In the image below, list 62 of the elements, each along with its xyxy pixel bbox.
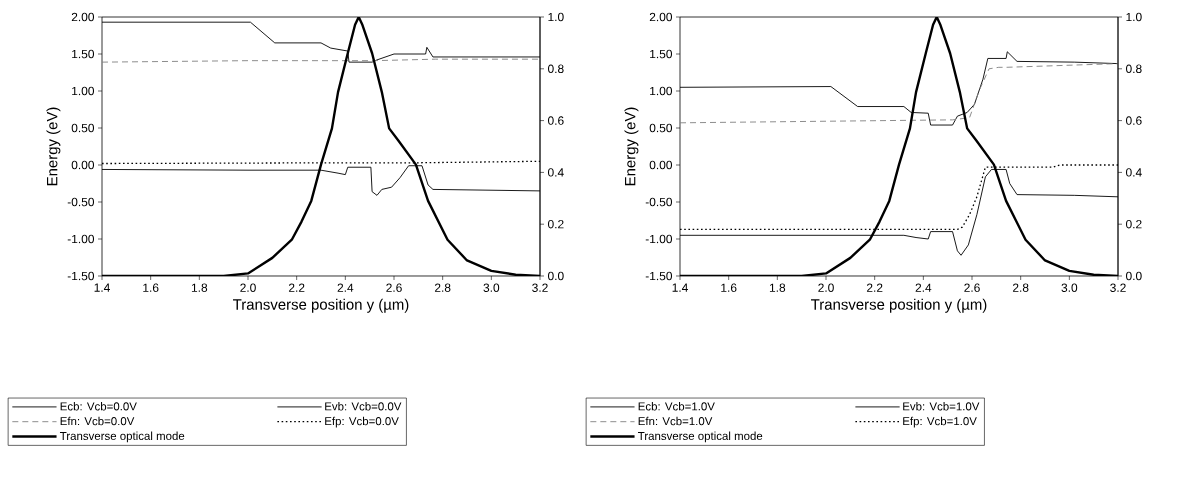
- x-tick-label: 2.8: [434, 283, 451, 292]
- legend-label: Transverse optical mode: [637, 431, 763, 443]
- x-tick-label: 1.8: [769, 283, 786, 292]
- y-tick-label: 1.50: [72, 49, 95, 59]
- y2-tick-label: 1.0: [548, 12, 564, 22]
- legend-label: Evb: Vcb=0.0V: [325, 402, 402, 411]
- y-tick-label: 2.00: [71, 12, 95, 22]
- legend-label: Evb: Vcb=1.0V: [903, 402, 980, 411]
- y-tick-label: 0.00: [649, 160, 673, 170]
- x-tick-label: 2.2: [288, 283, 305, 292]
- y-tick-label: -1.00: [645, 234, 673, 244]
- y2-tick-label: 0.8: [547, 64, 564, 74]
- y2-tick-label: 0.6: [547, 116, 564, 125]
- x-tick-label: 2.2: [866, 283, 883, 292]
- x-tick-label: 2.0: [240, 283, 256, 292]
- y-axis-title: Energy (eV): [46, 107, 61, 186]
- x-tick-label: 2.8: [1012, 283, 1029, 292]
- y-tick-label: 0.50: [649, 123, 673, 133]
- y-tick-label: 0.50: [71, 123, 95, 133]
- x-tick-label: 2.0: [818, 283, 834, 292]
- x-tick-label: 1.6: [143, 283, 159, 292]
- y-tick-label: -0.50: [645, 197, 673, 207]
- legend-label: Efn: Vcb=1.0V: [638, 416, 713, 426]
- x-axis-title: Transverse position y (µm): [811, 298, 987, 313]
- x-tick-label: 1.6: [721, 283, 737, 292]
- y-tick-label: 1.00: [72, 86, 95, 96]
- legend-label: Efp: Vcb=1.0V: [903, 416, 977, 428]
- y-tick-label: 1.50: [650, 49, 673, 59]
- y2-tick-label: 0.4: [547, 168, 564, 177]
- y-tick-label: 1.00: [650, 86, 673, 96]
- x-tick-label: 1.8: [191, 283, 208, 292]
- x-tick-label: 2.4: [337, 283, 354, 292]
- y-tick-label: 0.00: [71, 160, 95, 170]
- x-tick-label: 3.0: [483, 283, 500, 292]
- y2-tick-label: 0.0: [547, 271, 564, 281]
- y2-tick-label: 0.2: [1126, 219, 1142, 229]
- legend-label: Ecb: Vcb=1.0V: [638, 402, 715, 411]
- x-tick-label: 3.0: [1061, 283, 1078, 292]
- x-tick-label: 2.6: [386, 283, 402, 292]
- y-axis-title: Energy (eV): [624, 107, 639, 186]
- x-tick-label: 2.4: [915, 283, 932, 292]
- x-tick-label: 3.2: [1110, 283, 1126, 292]
- y-tick-label: -1.00: [67, 234, 95, 244]
- x-tick-label: 1.4: [94, 283, 110, 292]
- y2-tick-label: 1.0: [1126, 12, 1142, 22]
- y-tick-label: -0.50: [67, 197, 95, 207]
- x-tick-label: 3.2: [532, 283, 548, 292]
- legend-label: Transverse optical mode: [59, 431, 185, 443]
- legend-label: Efn: Vcb=0.0V: [60, 416, 135, 426]
- y2-tick-label: 0.8: [1126, 64, 1142, 74]
- x-tick-label: 1.4: [672, 283, 688, 292]
- y2-tick-label: 0.6: [1126, 116, 1142, 125]
- x-axis-title: Transverse position y (µm): [233, 298, 409, 313]
- x-tick-label: 2.6: [964, 283, 980, 292]
- y2-tick-label: 0.4: [1126, 168, 1142, 177]
- legend-label: Ecb: Vcb=0.0V: [60, 402, 137, 411]
- y-tick-label: -1.50: [67, 271, 95, 281]
- y2-tick-label: 0.0: [1126, 271, 1142, 281]
- y-tick-label: 2.00: [649, 12, 673, 22]
- legend-label: Efp: Vcb=0.0V: [325, 416, 399, 428]
- y-tick-label: -1.50: [645, 271, 673, 281]
- y2-tick-label: 0.2: [547, 219, 564, 229]
